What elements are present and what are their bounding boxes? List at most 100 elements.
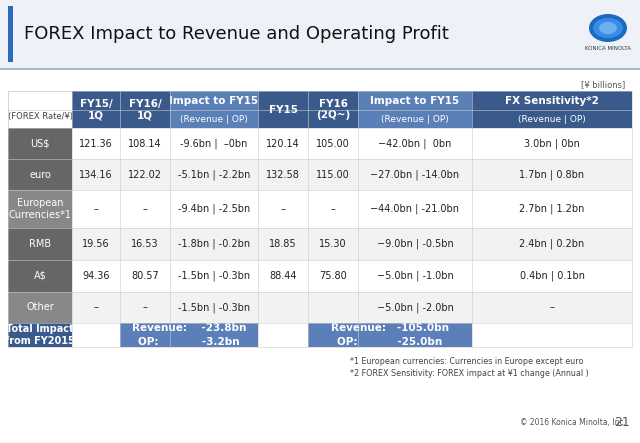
Bar [8,91,72,128]
Bar [358,292,472,323]
Bar [8,323,72,347]
Text: -9.6bn |  –0bn: -9.6bn | –0bn [180,138,248,149]
Text: −5.0bn | -1.0bn: −5.0bn | -1.0bn [376,271,453,281]
Bar [72,91,120,128]
Bar [8,128,72,159]
Text: RMB: RMB [29,239,51,249]
Bar [358,110,472,128]
Bar [358,228,472,260]
Text: –: – [550,303,554,312]
Text: 2.4bn | 0.2bn: 2.4bn | 0.2bn [520,239,584,249]
Bar [258,228,308,260]
Text: 108.14: 108.14 [128,139,162,148]
Bar [120,260,170,292]
Text: -5.1bn | -2.2bn: -5.1bn | -2.2bn [178,169,250,180]
Bar [170,91,258,110]
Text: Total Impact
from FY2015: Total Impact from FY2015 [5,324,75,346]
Text: FY15: FY15 [269,105,298,114]
Ellipse shape [593,18,623,38]
Bar [0,0,640,68]
Bar [170,110,258,128]
Bar [72,292,120,323]
Text: [¥ billions]: [¥ billions] [580,81,625,89]
Bar [72,323,120,347]
Text: FX Sensitivity*2: FX Sensitivity*2 [505,96,599,105]
Bar [258,91,308,128]
Text: 115.00: 115.00 [316,170,350,179]
Text: FY15/
1Q: FY15/ 1Q [79,99,113,120]
Text: euro: euro [29,170,51,179]
Bar [258,159,308,190]
Bar [308,292,358,323]
Bar [8,228,72,260]
Bar [472,159,632,190]
Text: 2.7bn | 1.2bn: 2.7bn | 1.2bn [519,204,585,214]
Bar [308,159,358,190]
Bar [308,128,358,159]
Text: 122.02: 122.02 [128,170,162,179]
Text: © 2016 Konica Minolta, Inc.: © 2016 Konica Minolta, Inc. [520,419,626,427]
Text: Other: Other [26,303,54,312]
Text: 18.85: 18.85 [269,239,297,249]
Text: *2 FOREX Sensitivity: FOREX impact at ¥1 change (Annual ): *2 FOREX Sensitivity: FOREX impact at ¥1… [350,369,589,377]
Bar [358,159,472,190]
Ellipse shape [589,14,627,42]
Text: 75.80: 75.80 [319,271,347,281]
Bar [358,128,472,159]
Bar [358,260,472,292]
Text: 134.16: 134.16 [79,170,113,179]
Text: European
Currencies*1: European Currencies*1 [8,198,72,220]
Bar [258,128,308,159]
Bar [170,260,258,292]
Text: 16.53: 16.53 [131,239,159,249]
Text: –: – [143,303,147,312]
Bar [72,190,120,228]
Bar [72,159,120,190]
Text: (FOREX Rate/¥): (FOREX Rate/¥) [8,112,72,121]
Bar [258,190,308,228]
Text: FY16
(2Q~): FY16 (2Q~) [316,99,350,120]
Text: 105.00: 105.00 [316,139,350,148]
Bar [170,228,258,260]
Text: (Revenue | OP): (Revenue | OP) [180,114,248,124]
Text: −42.0bn |  0bn: −42.0bn | 0bn [378,138,452,149]
Bar [358,91,472,110]
Text: US$: US$ [30,139,50,148]
Text: (Revenue | OP): (Revenue | OP) [518,114,586,124]
Bar [472,91,632,110]
Text: –: – [93,303,99,312]
Text: 121.36: 121.36 [79,139,113,148]
Text: 3.0bn | 0bn: 3.0bn | 0bn [524,138,580,149]
Bar [120,323,258,347]
Text: 15.30: 15.30 [319,239,347,249]
Text: -1.5bn | -0.3bn: -1.5bn | -0.3bn [178,302,250,313]
Bar [8,260,72,292]
Bar [472,292,632,323]
Text: Revenue:   -105.0bn
OP:           -25.0bn: Revenue: -105.0bn OP: -25.0bn [331,323,449,346]
Text: Impact to FY15: Impact to FY15 [371,96,460,105]
Bar [120,91,170,128]
Bar [472,190,632,228]
Text: -1.5bn | -0.3bn: -1.5bn | -0.3bn [178,271,250,281]
Bar [0,68,640,70]
Text: Revenue:    -23.8bn
OP:            -3.2bn: Revenue: -23.8bn OP: -3.2bn [132,323,246,346]
Bar [170,128,258,159]
Bar [308,228,358,260]
Text: FY16/
1Q: FY16/ 1Q [129,99,161,120]
Bar [472,323,632,347]
Text: 94.36: 94.36 [83,271,109,281]
Bar [170,292,258,323]
Bar [472,110,632,128]
Bar [170,159,258,190]
Text: 88.44: 88.44 [269,271,297,281]
Text: Impact to FY15: Impact to FY15 [170,96,259,105]
Bar [308,91,358,128]
Bar [258,292,308,323]
Text: –: – [280,204,285,214]
Bar [308,190,358,228]
Text: *1 European currencies: Currencies in Europe except euro: *1 European currencies: Currencies in Eu… [350,357,584,365]
Text: 21: 21 [614,416,630,430]
Ellipse shape [599,22,617,34]
Bar [258,260,308,292]
Text: 19.56: 19.56 [82,239,110,249]
